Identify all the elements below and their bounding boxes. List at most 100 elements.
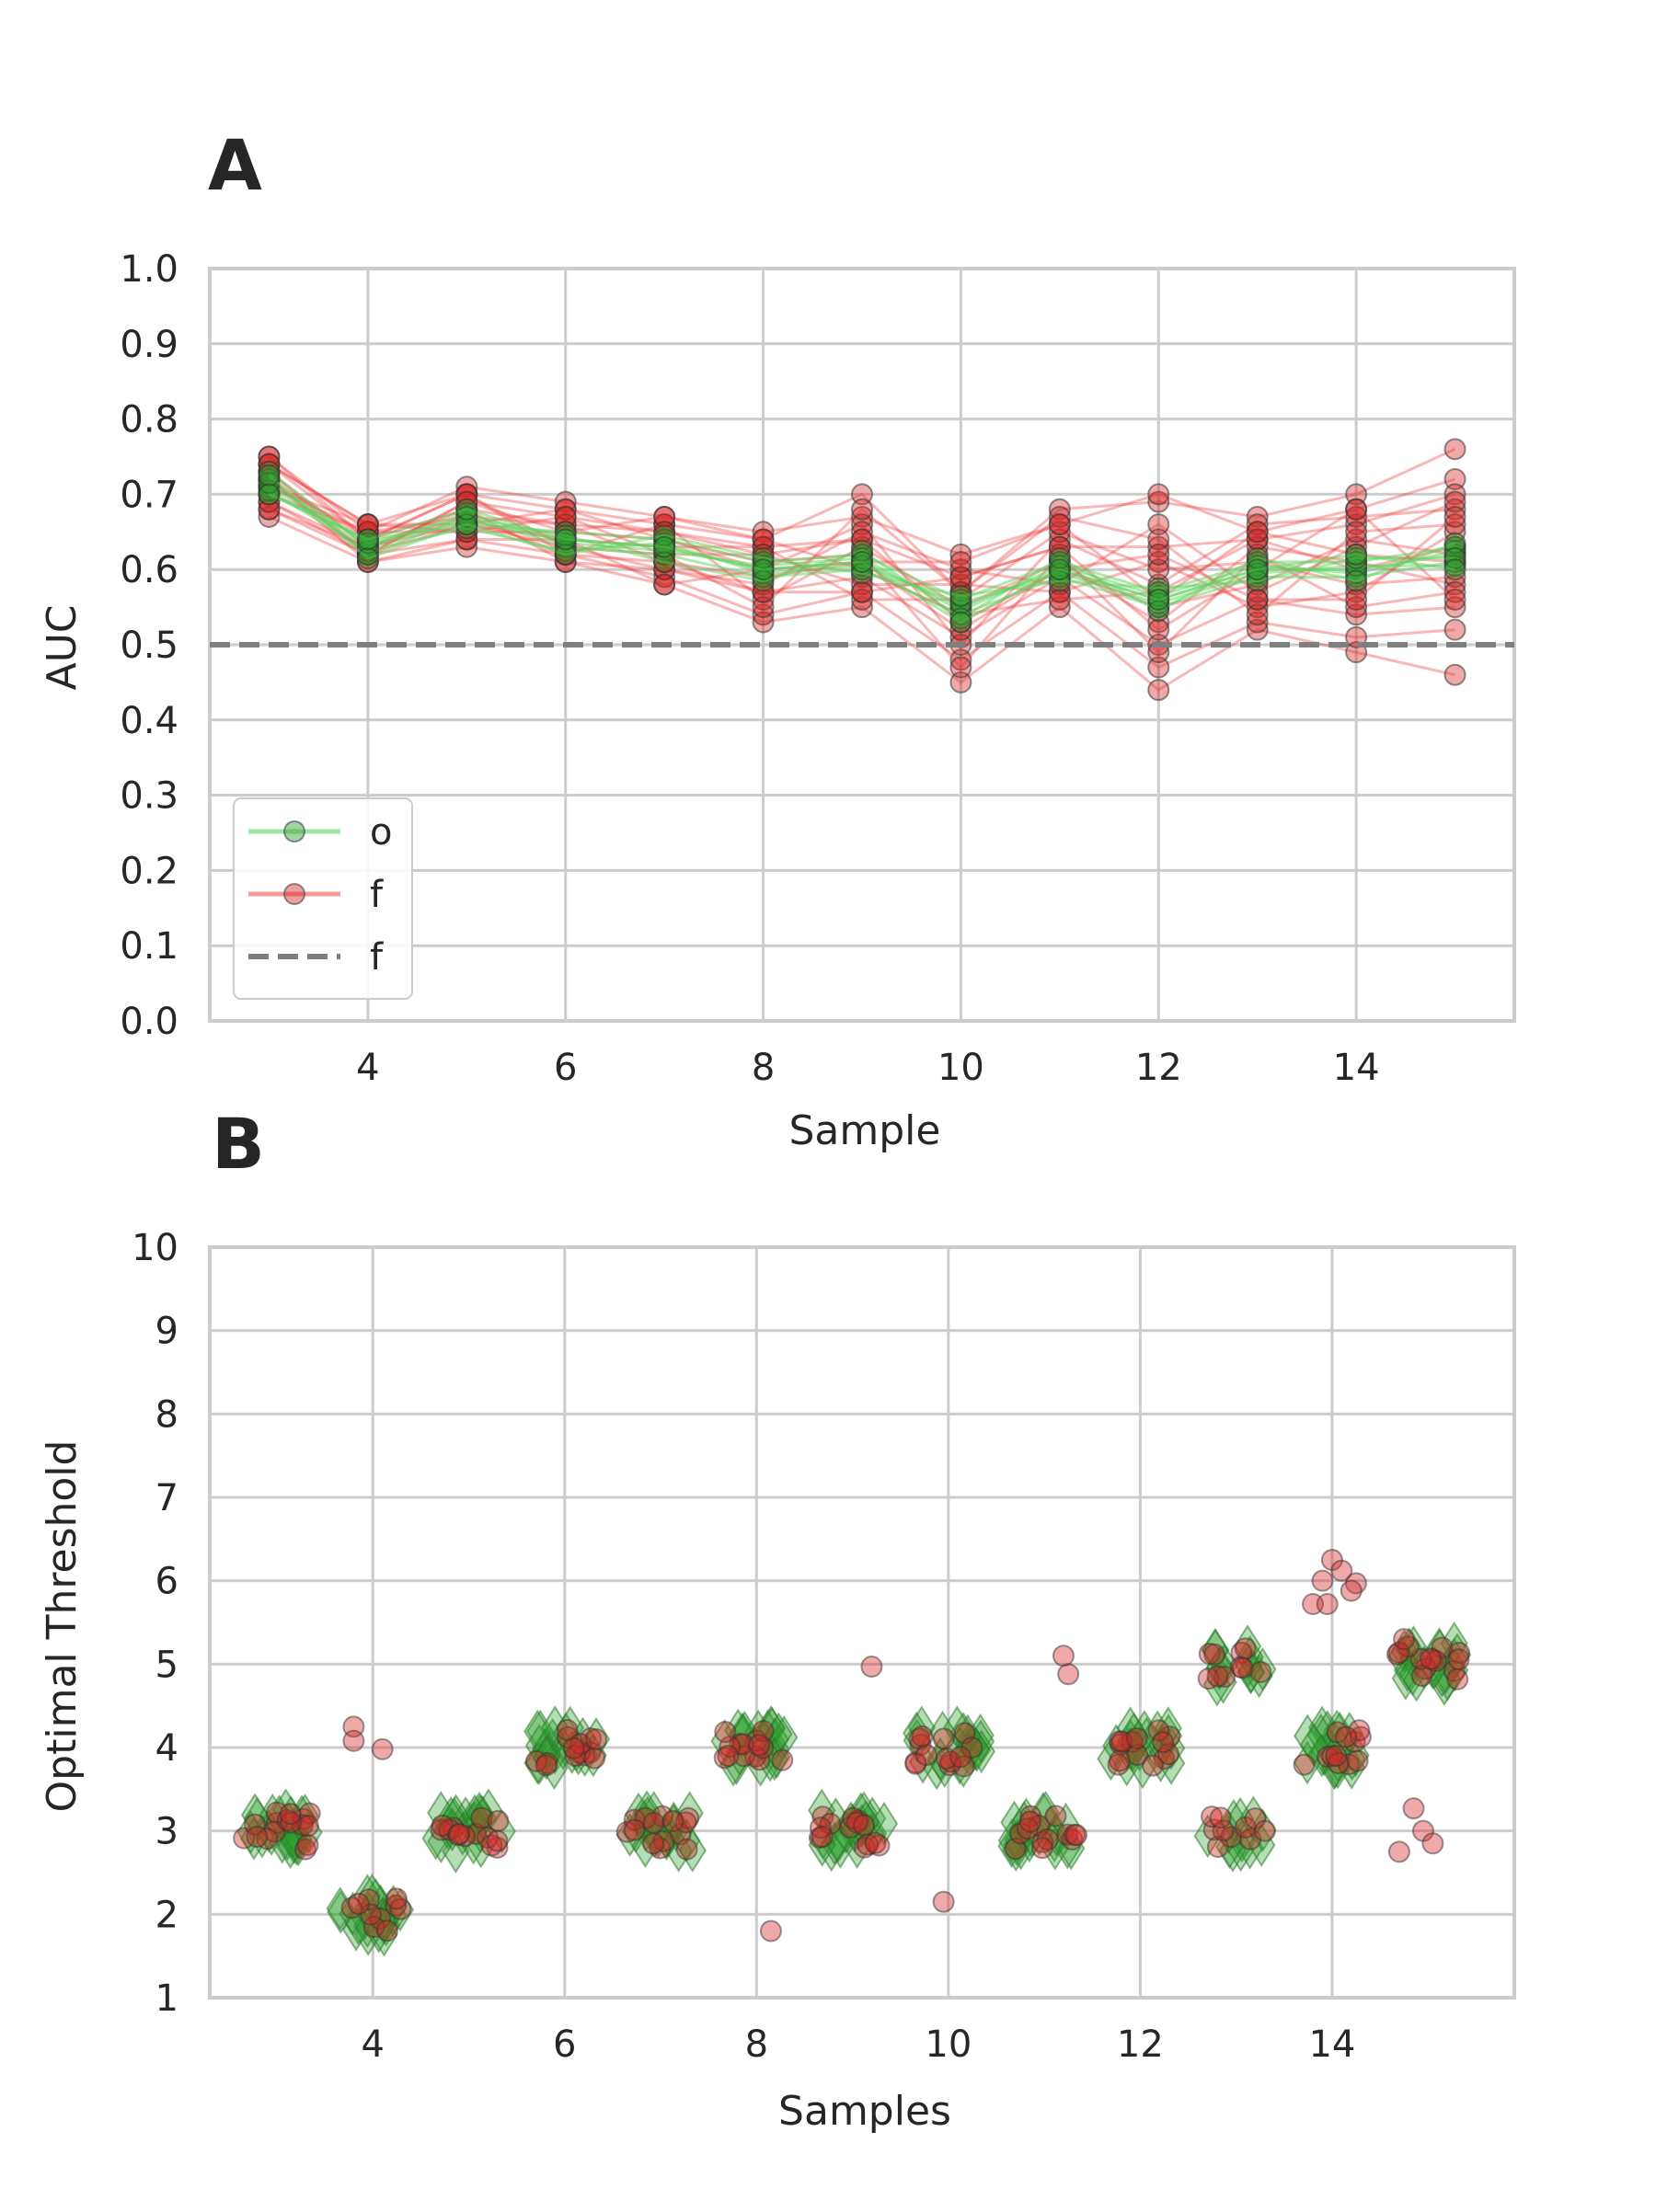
y-tick-label: 0.8 [120, 399, 178, 441]
red-point [1109, 1749, 1132, 1772]
red-point [362, 1916, 385, 1939]
red-series-point [949, 551, 972, 574]
red-series-point [851, 513, 873, 536]
red-series-point [1345, 498, 1368, 521]
red-point [448, 1822, 471, 1845]
green-series-point [258, 464, 281, 487]
red-point [486, 1829, 509, 1852]
green-series-line [268, 470, 1455, 613]
red-series-point [851, 505, 873, 528]
green-series-point [554, 543, 577, 566]
red-series-point [1443, 490, 1466, 513]
legend-label-f: f [370, 874, 384, 916]
red-series-point [1345, 513, 1368, 536]
green-series-point [653, 535, 676, 558]
green-series-point [1147, 588, 1170, 611]
panel-a: 0.0 0.1 0.2 0.3 0.4 0.5 0.6 0.7 0.8 0.9 1.0 4 6 8 10 12… [120, 248, 1516, 1089]
red-point [868, 1834, 891, 1857]
red-series-point [554, 490, 577, 513]
red-point [1419, 1647, 1442, 1670]
y-tick-label: 6 [155, 1561, 178, 1603]
panel-letter-a: A [208, 124, 262, 206]
red-point [447, 1824, 470, 1847]
red-point [1030, 1837, 1053, 1860]
red-point [752, 1720, 775, 1743]
red-series-point [1345, 483, 1368, 506]
red-point [1018, 1810, 1041, 1833]
red-series-point [258, 453, 281, 476]
red-series-point [1048, 505, 1071, 528]
red-series-point [1147, 490, 1170, 513]
red-series-line [268, 508, 1455, 670]
red-series-point [455, 476, 478, 499]
red-series-point [851, 483, 873, 506]
red-point [623, 1818, 646, 1841]
red-series-line [268, 515, 1455, 692]
legend-green-marker-swatch [283, 820, 305, 842]
red-series-point [752, 596, 775, 619]
y-tick-label: 0.9 [120, 324, 178, 366]
red-series-point [258, 505, 281, 528]
red-series-point [949, 656, 972, 679]
red-series-point [752, 528, 775, 551]
red-point [661, 1810, 684, 1833]
red-series-point [1246, 521, 1269, 544]
x-tick-label: 4 [362, 2023, 385, 2066]
red-series-point [554, 498, 577, 521]
red-series-point [1443, 468, 1466, 491]
red-series-point [1147, 656, 1170, 679]
red-series-point [1048, 498, 1071, 521]
red-series-point [1147, 528, 1170, 551]
y-tick-label: 0.2 [120, 850, 178, 892]
red-point [1213, 1666, 1236, 1689]
red-series-point [554, 505, 577, 528]
red-series-point [653, 566, 676, 589]
red-series-point [455, 483, 478, 506]
red-point [1421, 1832, 1444, 1855]
red-point [296, 1834, 319, 1857]
plot-frame [208, 1245, 1516, 2000]
red-series-point [1443, 483, 1466, 506]
red-point [375, 1920, 398, 1943]
x-tick-label: 10 [925, 2023, 972, 2066]
red-series-point [949, 648, 972, 671]
green-series-point [752, 558, 775, 581]
red-series-line [268, 477, 1456, 625]
red-point [1249, 1661, 1272, 1684]
red-point [853, 1814, 876, 1837]
red-point [1393, 1628, 1416, 1651]
red-point [864, 1831, 887, 1854]
red-point [1253, 1819, 1276, 1842]
green-series-point [554, 528, 577, 551]
red-series-point [949, 670, 972, 693]
y-tick-label: 3 [155, 1811, 178, 1853]
green-series-point [1246, 558, 1269, 581]
red-point [714, 1721, 737, 1744]
red-point [642, 1832, 665, 1855]
panel-b-x-axis-label: Samples [778, 2088, 951, 2135]
green-series-line [268, 489, 1455, 605]
red-series-point [851, 521, 873, 544]
red-point [811, 1826, 834, 1849]
red-series-point [653, 573, 676, 596]
red-series-point [1147, 543, 1170, 566]
y-tick-label: 0.1 [120, 925, 178, 968]
y-tick-label: 2 [155, 1894, 178, 1936]
red-series-point [1443, 513, 1466, 536]
green-series-point [455, 498, 478, 521]
green-series-line [268, 493, 1455, 625]
red-point [675, 1838, 698, 1861]
red-point [949, 1746, 972, 1769]
red-series-point [1443, 596, 1466, 619]
red-point [470, 1806, 493, 1829]
green-series-point [356, 528, 379, 551]
red-series-point [653, 505, 676, 528]
y-tick-label: 1.0 [120, 248, 178, 291]
red-series-point [258, 445, 281, 468]
red-series-point [1345, 505, 1368, 528]
red-point [1064, 1824, 1087, 1847]
red-point [1231, 1656, 1254, 1679]
red-point [1387, 1641, 1410, 1664]
